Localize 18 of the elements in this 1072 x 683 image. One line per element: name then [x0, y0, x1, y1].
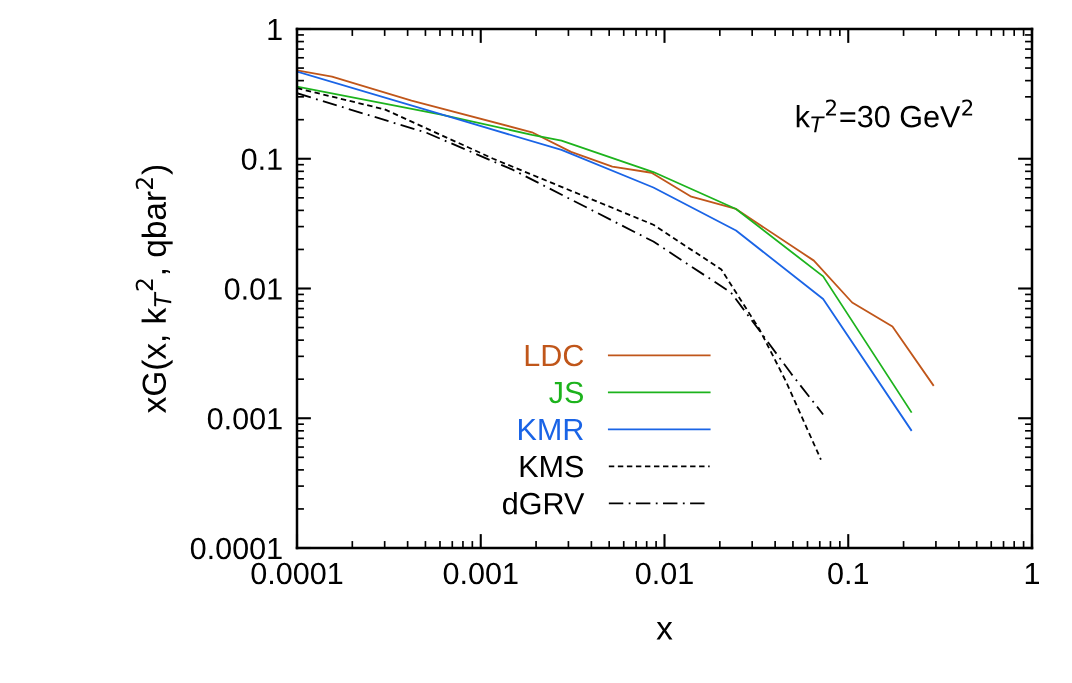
legend-label: JS — [549, 381, 583, 404]
y-tick-label: 0.001 — [207, 407, 282, 430]
x-tick-label: 0.001 — [443, 562, 518, 585]
x-axis-title: x — [656, 621, 673, 640]
y-axis-title: xG(x, k$_{T}$$^{2}$, qbar$^{2}$) — [135, 165, 173, 413]
y-tick-label: 1 — [268, 19, 282, 41]
x-tick-label: 0.0001 — [251, 562, 343, 585]
x-tick-label: 0.01 — [635, 562, 693, 585]
x-tick-label: 1 — [1025, 563, 1040, 585]
y-tick-label: 0.01 — [224, 278, 282, 300]
legend-label: KMS — [520, 455, 583, 478]
annotation: k$_{T}$$^{2}$=30 GeV$^{2}$ — [796, 99, 973, 133]
legend-label: dGRV — [503, 492, 585, 515]
legend-label: LDC — [525, 344, 584, 367]
legend-label: KMR — [519, 419, 583, 441]
y-tick-label: 0.1 — [241, 148, 282, 171]
y-tick-label: 0.0001 — [190, 537, 282, 560]
x-tick-label: 0.1 — [828, 562, 868, 585]
